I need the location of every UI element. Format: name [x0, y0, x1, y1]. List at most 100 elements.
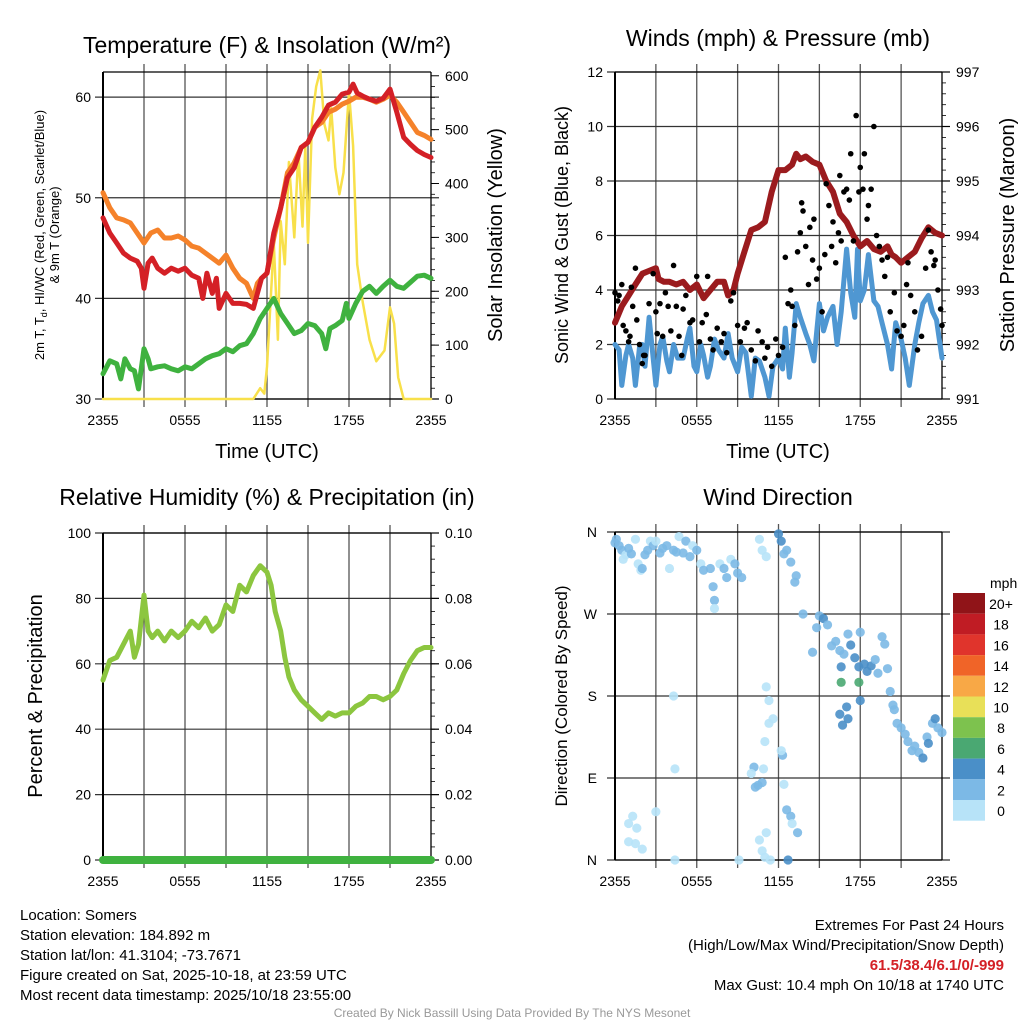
- wind-gust-point: [792, 322, 798, 329]
- wind-direction-point: [812, 623, 822, 633]
- wind-gust-point: [699, 319, 705, 326]
- wind-direction-point: [628, 811, 638, 821]
- wind-direction-point: [671, 547, 681, 557]
- humidity-x-tick-label: 0555: [169, 873, 200, 889]
- direction-x-tick-label: 2355: [926, 873, 957, 889]
- wind-direction-point: [637, 563, 647, 574]
- wind-gust-point: [762, 355, 768, 361]
- winds-y2-tick-label: 991: [956, 391, 980, 407]
- wind-gust-point: [653, 309, 659, 315]
- wind-gust-point: [816, 265, 823, 272]
- winds-y-tick-label: 6: [595, 228, 603, 244]
- wind-gust-point: [898, 333, 904, 340]
- wind-direction-point: [846, 640, 856, 650]
- direction-y-tick-label: N: [587, 852, 597, 868]
- wind-direction-point: [651, 807, 661, 817]
- wind-direction-point: [670, 855, 680, 865]
- wind-direction-point: [850, 653, 860, 663]
- wind-gust-point: [935, 287, 941, 293]
- wind-gust-point: [642, 352, 648, 359]
- wind-gust-point: [772, 336, 779, 342]
- winds-y-tick-label: 0: [595, 391, 603, 407]
- winds-y-tick-label: 2: [595, 337, 603, 353]
- wind-gust-point: [676, 333, 682, 340]
- wind-gust-point: [634, 317, 640, 323]
- wind-gust-point: [925, 227, 932, 233]
- wind-direction-point: [761, 552, 771, 562]
- wind-gust-point: [714, 325, 720, 331]
- wind-direction-point: [836, 662, 846, 672]
- winds-y2-tick-label: 997: [956, 64, 980, 80]
- temperature-y-tick-label: 30: [75, 391, 91, 407]
- wind-direction-point: [836, 677, 846, 687]
- wind-direction-point: [719, 563, 729, 574]
- wind-gust-point: [782, 254, 789, 261]
- temperature-y-tick-label: 50: [75, 190, 91, 206]
- wind-gust-point: [828, 243, 835, 250]
- winds-x-tick-label: 2355: [926, 412, 957, 428]
- temperature-y-axis-label: 2m T, Td, HI/WC (Red, Green, Scarlet/Blu…: [32, 110, 49, 360]
- latlon-text: Station lat/lon: 41.3104; -73.7671: [20, 947, 242, 964]
- wind-direction-point: [776, 746, 786, 756]
- wind-gust-point: [741, 325, 748, 331]
- wind-direction-point: [843, 714, 853, 724]
- temperature-series-solar-insolation: [101, 69, 433, 401]
- wind-gust-point: [865, 202, 872, 209]
- wind-direction-point: [798, 609, 808, 619]
- colorbar-swatch: [953, 717, 985, 738]
- wind-y-axis-label: Sonic Wind & Gust (Blue, Black): [552, 106, 572, 364]
- wind-gust-point: [881, 273, 888, 280]
- station-info: Location: Somers Station elevation: 184.…: [20, 906, 351, 1006]
- direction-x-tick-label: 1155: [763, 873, 793, 889]
- winds-y2-tick-label: 996: [956, 119, 980, 135]
- wind-gust-point: [918, 333, 925, 340]
- wind-gust-point: [620, 322, 626, 329]
- humidity-x-tick-label: 2355: [87, 873, 118, 889]
- colorbar-swatch: [953, 634, 985, 656]
- wind-gust-point: [932, 257, 938, 263]
- wind-gust-point: [847, 150, 854, 157]
- wind-direction-point: [692, 545, 702, 555]
- location-text: Location: Somers: [20, 907, 137, 924]
- wind-gust-point: [704, 273, 711, 280]
- humidity-y-tick-label: 0: [83, 852, 91, 868]
- wind-gust-point: [614, 298, 621, 304]
- wind-gust-point: [860, 186, 866, 192]
- wind-gust-point: [813, 276, 820, 282]
- wind-direction-point: [822, 620, 833, 630]
- wind-direction-point: [746, 768, 756, 779]
- wind-gust-point: [703, 311, 710, 318]
- max-gust-text: Max Gust: 10.4 mph On 10/18 at 1740 UTC: [713, 977, 1004, 994]
- wind-direction-point: [674, 531, 684, 542]
- colorbar-label: 4: [997, 762, 1005, 778]
- wind-direction-point: [765, 855, 775, 865]
- colorbar-swatch: [953, 737, 985, 759]
- wind-direction-point: [877, 632, 887, 642]
- winds-chart: 0 2 4 6 8 10 12 991 992 993 994 995 996 997 2355 0555 11…: [587, 64, 980, 428]
- wind-direction-point: [730, 559, 740, 569]
- wind-gust-point: [822, 251, 828, 258]
- colorbar-swatch: [953, 593, 985, 614]
- winds-x-tick-label: 1155: [763, 412, 793, 428]
- wind-gust-point: [764, 344, 771, 351]
- wind-direction-point: [670, 764, 680, 774]
- wind-gust-point: [837, 172, 843, 179]
- colorbar-swatch: [953, 696, 985, 718]
- humidity-y2-tick-label: 0.00: [445, 852, 472, 868]
- wind-gust-point: [737, 338, 744, 345]
- winds-series-station-pressure: [612, 150, 945, 326]
- wind-gust-point: [768, 363, 775, 370]
- wind-gust-point: [678, 352, 685, 359]
- colorbar-title: mph: [990, 575, 1017, 591]
- wind-direction-point: [843, 629, 853, 639]
- wind-gust-point: [787, 287, 794, 293]
- colorbar-label: 0: [997, 803, 1005, 819]
- wind-gust-point: [894, 328, 900, 334]
- direction-y-tick-label: E: [588, 770, 597, 786]
- wind-direction-point: [937, 727, 947, 738]
- wind-direction-point: [722, 572, 732, 583]
- speed-colorbar: mph 20+ 18 16 14 12 10 8 6 4 2 0: [953, 575, 1017, 821]
- temperature-series-2m-t: [100, 81, 434, 311]
- direction-y-tick-label: S: [588, 688, 597, 704]
- temperature-y2-tick-label: 500: [445, 122, 469, 138]
